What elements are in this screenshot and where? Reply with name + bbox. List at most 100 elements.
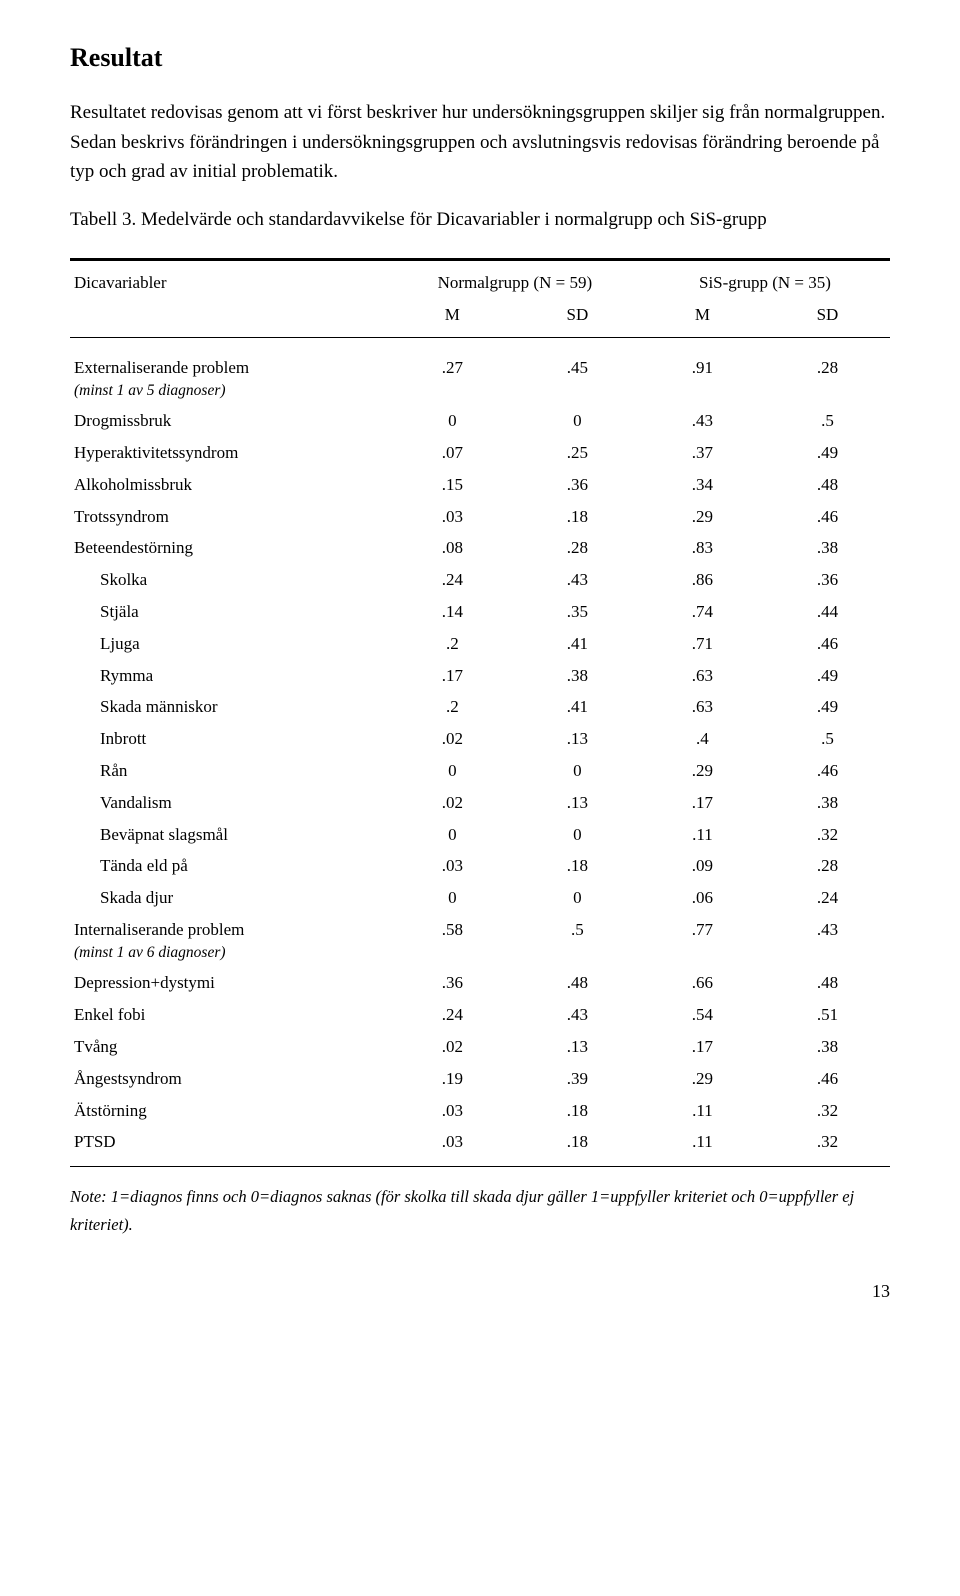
cell-m1: .36 — [390, 967, 515, 999]
cell-m1: .02 — [390, 723, 515, 755]
cell-sd2: .38 — [765, 1031, 890, 1063]
row-label: Drogmissbruk — [70, 405, 390, 437]
table-row: Hyperaktivitetssyndrom.07.25.37.49 — [70, 437, 890, 469]
table-row: Alkoholmissbruk.15.36.34.48 — [70, 469, 890, 501]
row-label: Inbrott — [70, 723, 390, 755]
cell-sd2: .28 — [765, 850, 890, 882]
table-row: Ätstörning.03.18.11.32 — [70, 1095, 890, 1127]
cell-sd2: .38 — [765, 532, 890, 564]
table-row: Stjäla.14.35.74.44 — [70, 596, 890, 628]
intro-paragraph: Resultatet redovisas genom att vi först … — [70, 98, 890, 186]
col-sub-m2: M — [640, 301, 765, 337]
cell-sd2: .5 — [765, 723, 890, 755]
cell-sd1: .38 — [515, 660, 640, 692]
table-row: Tvång.02.13.17.38 — [70, 1031, 890, 1063]
page-heading: Resultat — [70, 40, 890, 76]
cell-sd1: .18 — [515, 1126, 640, 1158]
cell-m2: .74 — [640, 596, 765, 628]
cell-m2: .83 — [640, 532, 765, 564]
table-caption: Tabell 3. Medelvärde och standardavvikel… — [70, 205, 890, 234]
cell-m1: 0 — [390, 405, 515, 437]
row-subnote: (minst 1 av 5 diagnoser) — [74, 380, 386, 402]
row-subnote: (minst 1 av 6 diagnoser) — [74, 942, 386, 964]
cell-m1: 0 — [390, 819, 515, 851]
cell-sd1: .36 — [515, 469, 640, 501]
col-header-normal: Normalgrupp (N = 59) — [390, 261, 640, 301]
cell-sd1: .18 — [515, 1095, 640, 1127]
cell-m2: .77 — [640, 914, 765, 967]
cell-sd1: .41 — [515, 691, 640, 723]
cell-sd2: .43 — [765, 914, 890, 967]
cell-sd2: .46 — [765, 501, 890, 533]
cell-sd1: .25 — [515, 437, 640, 469]
cell-m1: .24 — [390, 564, 515, 596]
cell-m2: .86 — [640, 564, 765, 596]
row-label: Externaliserande problem(minst 1 av 5 di… — [70, 338, 390, 405]
table-row: Beteendestörning.08.28.83.38 — [70, 532, 890, 564]
cell-sd1: .45 — [515, 338, 640, 405]
cell-m1: 0 — [390, 882, 515, 914]
caption-text: Medelvärde och standardavvikelse för Dic… — [141, 209, 767, 230]
cell-m2: .37 — [640, 437, 765, 469]
table-row: Trotssyndrom.03.18.29.46 — [70, 501, 890, 533]
cell-sd1: .18 — [515, 850, 640, 882]
cell-sd2: .49 — [765, 691, 890, 723]
table-row: Externaliserande problem(minst 1 av 5 di… — [70, 338, 890, 405]
table-row: Depression+dystymi.36.48.66.48 — [70, 967, 890, 999]
col-header-sis: SiS-grupp (N = 35) — [640, 261, 890, 301]
cell-sd1: .13 — [515, 1031, 640, 1063]
cell-m2: .63 — [640, 660, 765, 692]
cell-m1: .07 — [390, 437, 515, 469]
cell-sd2: .51 — [765, 999, 890, 1031]
cell-m2: .29 — [640, 501, 765, 533]
table-row: Beväpnat slagsmål00.11.32 — [70, 819, 890, 851]
caption-prefix: Tabell 3. — [70, 209, 141, 230]
col-sub-m1: M — [390, 301, 515, 337]
table-row: Rån00.29.46 — [70, 755, 890, 787]
cell-m1: .03 — [390, 1126, 515, 1158]
cell-sd1: .13 — [515, 723, 640, 755]
cell-m1: .02 — [390, 787, 515, 819]
cell-sd2: .48 — [765, 967, 890, 999]
cell-m1: .2 — [390, 691, 515, 723]
cell-sd1: .18 — [515, 501, 640, 533]
page-number: 13 — [70, 1279, 890, 1304]
cell-sd1: .43 — [515, 999, 640, 1031]
cell-m2: .29 — [640, 1063, 765, 1095]
row-label: Vandalism — [70, 787, 390, 819]
cell-sd2: .32 — [765, 1126, 890, 1158]
cell-m2: .4 — [640, 723, 765, 755]
row-label: Tvång — [70, 1031, 390, 1063]
cell-m2: .91 — [640, 338, 765, 405]
cell-sd1: .39 — [515, 1063, 640, 1095]
table-row: Ångestsyndrom.19.39.29.46 — [70, 1063, 890, 1095]
cell-sd1: 0 — [515, 755, 640, 787]
row-label: Hyperaktivitetssyndrom — [70, 437, 390, 469]
row-label: Skolka — [70, 564, 390, 596]
cell-m1: .03 — [390, 501, 515, 533]
data-table: Dicavariabler Normalgrupp (N = 59) SiS-g… — [70, 258, 890, 1158]
cell-m1: .58 — [390, 914, 515, 967]
cell-sd2: .5 — [765, 405, 890, 437]
cell-sd1: .41 — [515, 628, 640, 660]
row-label: Internaliserande problem(minst 1 av 6 di… — [70, 914, 390, 967]
col-header-variable: Dicavariabler — [70, 261, 390, 301]
cell-sd2: .44 — [765, 596, 890, 628]
table-row: Enkel fobi.24.43.54.51 — [70, 999, 890, 1031]
row-label: Enkel fobi — [70, 999, 390, 1031]
table-row: Internaliserande problem(minst 1 av 6 di… — [70, 914, 890, 967]
row-label: Tända eld på — [70, 850, 390, 882]
table-row: Ljuga.2.41.71.46 — [70, 628, 890, 660]
cell-sd2: .49 — [765, 437, 890, 469]
table-row: Skada djur00.06.24 — [70, 882, 890, 914]
cell-m2: .34 — [640, 469, 765, 501]
row-label: PTSD — [70, 1126, 390, 1158]
cell-m2: .17 — [640, 1031, 765, 1063]
cell-m1: .24 — [390, 999, 515, 1031]
cell-m2: .29 — [640, 755, 765, 787]
cell-m1: .08 — [390, 532, 515, 564]
cell-m2: .17 — [640, 787, 765, 819]
row-label: Ljuga — [70, 628, 390, 660]
row-label: Rån — [70, 755, 390, 787]
cell-sd1: .5 — [515, 914, 640, 967]
